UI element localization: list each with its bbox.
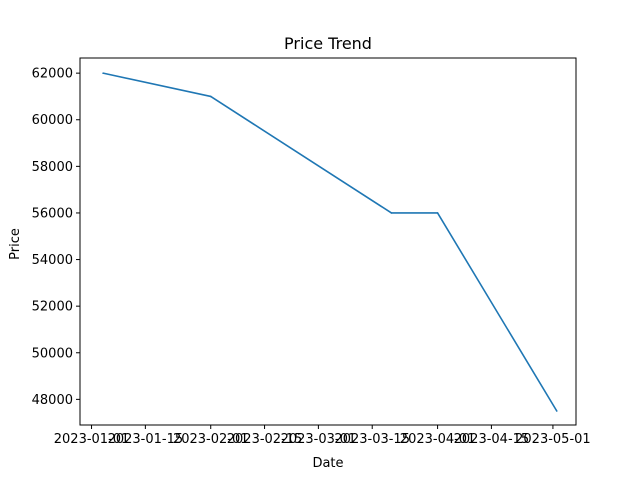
plot-frame: [79, 57, 577, 426]
x-tick-label: 2023-02-15: [227, 432, 303, 447]
data-point: [102, 72, 104, 74]
plot-area: [102, 72, 558, 412]
data-point: [390, 212, 393, 214]
y-axis: 48000 50000 52000 54000 56000 58000 60000 62000: [32, 67, 80, 408]
series-line-0: [102, 72, 558, 412]
y-tick-label: 56000: [32, 206, 73, 221]
y-tick-label: 62000: [32, 67, 73, 82]
y-tick-label: 60000: [32, 113, 73, 128]
x-tick-label: 2023-02-01: [173, 432, 249, 447]
x-tick-label: 2023-04-01: [400, 432, 476, 447]
chart-title: Price Trend: [284, 34, 372, 53]
x-tick-label: 2023-03-15: [334, 432, 410, 447]
data-point: [555, 410, 558, 412]
x-tick-label: 2023-03-01: [281, 432, 357, 447]
x-tick-label: 2023-04-15: [454, 432, 530, 447]
y-tick-label: 54000: [32, 253, 73, 268]
y-tick-label: 58000: [32, 160, 73, 175]
x-tick-label: 2023-01-01: [54, 432, 130, 447]
y-tick-label: 52000: [32, 300, 73, 315]
y-tick-label: 48000: [32, 393, 73, 408]
y-axis-label: Price: [8, 228, 23, 260]
y-tick-label: 50000: [32, 346, 73, 361]
x-tick-label: 2023-01-15: [108, 432, 184, 447]
data-point: [209, 95, 212, 98]
data-point: [436, 212, 439, 214]
x-tick-label: 2023-05-01: [515, 432, 591, 447]
x-axis: 2023-01-012023-01-152023-02-012023-02-15…: [54, 425, 591, 447]
x-axis-label: Date: [312, 456, 343, 471]
